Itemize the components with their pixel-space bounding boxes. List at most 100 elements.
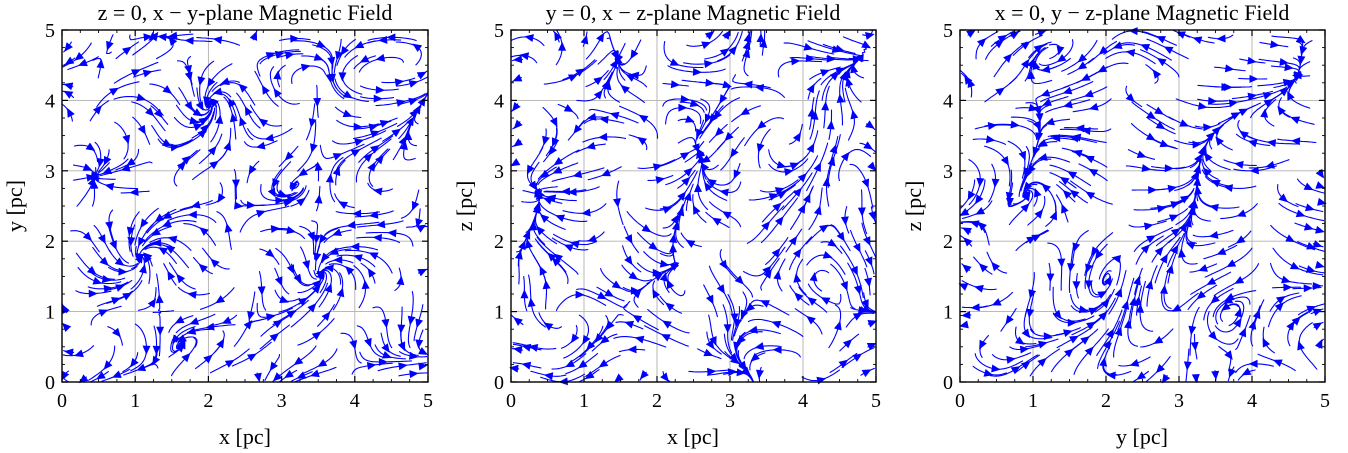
stream-arrow (103, 284, 113, 293)
stream-arrow (852, 353, 863, 362)
stream-arrow (353, 254, 363, 262)
stream-arrow (630, 49, 639, 60)
stream-arrow (142, 252, 153, 262)
stream-arrow (1285, 234, 1296, 243)
stream-arrow (1136, 371, 1147, 380)
stream-arrow (762, 265, 772, 276)
stream-arrow (1063, 329, 1073, 338)
stream-arrow (704, 31, 715, 40)
stream-arrow (1062, 189, 1073, 200)
stream-arrow (575, 68, 585, 77)
stream-arrow (976, 177, 985, 188)
stream-arrow (165, 245, 176, 254)
stream-arrow (366, 361, 377, 370)
stream-arrow (104, 182, 115, 191)
stream-arrow (247, 310, 255, 321)
x-tick-label: 2 (203, 390, 213, 412)
streamline (218, 92, 238, 119)
stream-arrow (754, 342, 765, 351)
stream-arrow (1192, 36, 1203, 45)
stream-arrow (961, 310, 971, 319)
stream-arrow (719, 94, 728, 104)
stream-arrow (1290, 137, 1301, 146)
stream-arrow (1069, 189, 1080, 199)
stream-arrow (670, 214, 679, 225)
stream-arrow (803, 193, 811, 204)
stream-arrow (1154, 106, 1164, 115)
streamline (1197, 191, 1240, 209)
panel-title: z = 0, x − y-plane Magnetic Field (98, 0, 393, 25)
stream-arrow (64, 42, 73, 52)
stream-arrow (345, 265, 355, 276)
stream-arrow (1041, 183, 1051, 193)
stream-arrow (614, 373, 624, 383)
stream-arrow (286, 226, 296, 234)
stream-arrow (103, 360, 113, 370)
stream-arrow (172, 334, 181, 345)
stream-arrow (772, 202, 782, 212)
streamline (794, 308, 823, 335)
stream-arrow (1067, 171, 1078, 180)
stream-arrow (1033, 187, 1042, 198)
x-axis-label: x [pc] (667, 424, 719, 449)
stream-arrow (1034, 209, 1044, 219)
stream-arrow (412, 43, 423, 52)
stream-arrow (363, 153, 373, 163)
stream-arrow (1056, 45, 1065, 56)
stream-arrow (1312, 282, 1322, 291)
stream-arrow (1224, 64, 1235, 73)
stream-arrow (415, 339, 424, 349)
stream-arrow (120, 163, 131, 172)
stream-arrow (584, 370, 595, 380)
stream-arrow (1098, 311, 1108, 321)
stream-arrow (587, 234, 598, 243)
stream-arrow (853, 285, 862, 295)
stream-arrow (772, 345, 782, 354)
stream-arrow (381, 343, 390, 353)
stream-arrow (270, 225, 281, 234)
stream-arrow (1164, 164, 1174, 173)
streamline (626, 211, 672, 237)
stream-arrow (1315, 225, 1325, 234)
stream-arrow (852, 242, 861, 253)
stream-arrow (1275, 295, 1286, 305)
stream-arrow (1081, 127, 1091, 135)
stream-arrow (958, 283, 969, 291)
stream-arrow (527, 297, 536, 307)
stream-arrow (1098, 45, 1109, 55)
stream-arrow (391, 128, 402, 138)
stream-arrow (542, 135, 550, 146)
stream-arrow (1037, 357, 1047, 367)
stream-arrow (328, 73, 336, 84)
stream-arrow (224, 223, 233, 233)
stream-arrow (1290, 116, 1301, 124)
x-tick-label: 4 (350, 390, 360, 412)
stream-arrow (1028, 289, 1037, 299)
stream-arrow (1223, 184, 1234, 193)
stream-arrow (1129, 359, 1140, 367)
streamline (248, 291, 269, 324)
stream-arrow (1238, 327, 1247, 338)
stream-arrow (382, 351, 392, 359)
stream-arrow (248, 165, 257, 175)
stream-arrow (1153, 335, 1164, 344)
grid (960, 30, 1325, 382)
y-tick-label: 1 (494, 302, 504, 324)
stream-arrow (317, 358, 328, 367)
stream-arrow (1018, 150, 1026, 161)
stream-arrow (1211, 370, 1220, 381)
stream-arrow (217, 193, 226, 203)
stream-arrow (707, 367, 717, 376)
stream-arrow (1077, 61, 1088, 70)
stream-arrow (1228, 368, 1237, 378)
stream-arrow (528, 344, 539, 352)
stream-arrow (974, 284, 984, 293)
stream-arrow (1196, 290, 1207, 300)
stream-arrow (1306, 242, 1317, 250)
stream-arrow (609, 111, 620, 120)
stream-arrow (1184, 217, 1192, 228)
streamline (1218, 345, 1232, 372)
streamline (340, 332, 362, 364)
stream-arrow (1208, 96, 1218, 105)
stream-arrow (513, 138, 523, 147)
